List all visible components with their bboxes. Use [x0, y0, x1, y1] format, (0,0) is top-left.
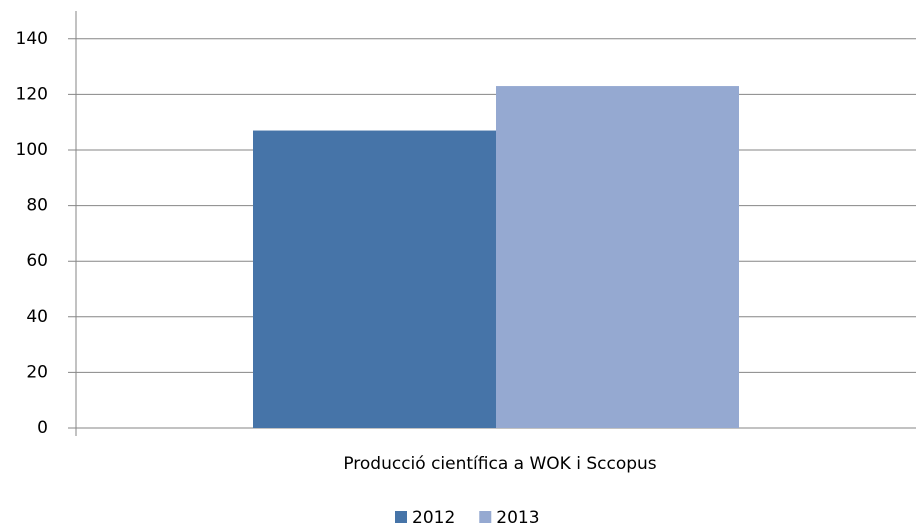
- y-tick-label: 140: [16, 29, 48, 49]
- legend-swatch: [479, 511, 492, 523]
- y-tick-label: 100: [16, 140, 48, 160]
- bar: [496, 86, 739, 428]
- legend-swatch: [395, 511, 407, 523]
- y-tick-label: 60: [26, 251, 48, 271]
- legend-label: 2012: [412, 508, 455, 526]
- y-tick-label: 80: [26, 196, 48, 216]
- legend-label: 2013: [496, 508, 539, 526]
- y-tick-label: 0: [37, 418, 48, 438]
- x-tick-label: Producció científica a WOK i Sccopus: [343, 454, 656, 474]
- bar: [253, 130, 496, 429]
- y-tick-label: 20: [26, 362, 48, 382]
- y-tick-label: 120: [16, 84, 48, 104]
- y-tick-label: 40: [26, 307, 48, 327]
